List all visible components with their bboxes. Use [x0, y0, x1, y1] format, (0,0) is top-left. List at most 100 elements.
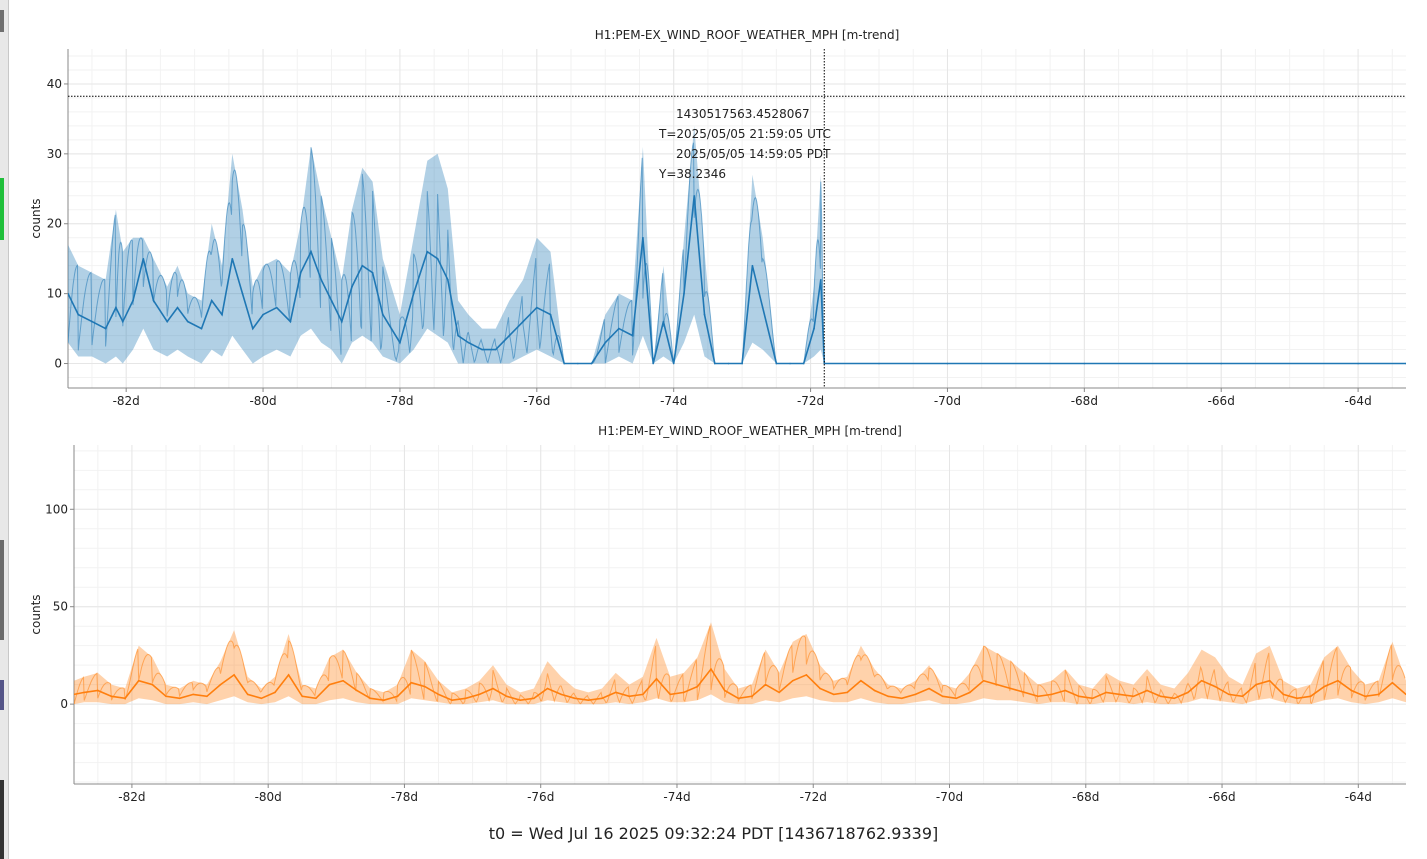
- data-point: [371, 271, 374, 274]
- data-point: [1357, 362, 1359, 365]
- x-tick-label: -80d: [255, 790, 282, 804]
- data-point: [494, 348, 497, 351]
- data-point: [887, 695, 889, 698]
- window-edge-segment: [0, 680, 4, 710]
- data-point: [289, 320, 292, 323]
- data-point: [192, 693, 195, 696]
- plot-area: [68, 49, 1406, 388]
- data-point: [789, 362, 791, 365]
- data-point: [115, 306, 117, 309]
- data-point: [1255, 683, 1257, 686]
- data-point: [775, 362, 778, 365]
- data-point: [1023, 691, 1026, 694]
- data-point: [655, 677, 658, 680]
- data-point: [481, 348, 483, 351]
- y-tick-label: 30: [47, 147, 62, 161]
- data-point: [533, 697, 535, 700]
- y-tick-label: 0: [60, 697, 68, 711]
- chart-title: H1:PEM-EX_WIND_ROOF_WEATHER_MPH [m-trend…: [595, 28, 900, 42]
- data-point: [1405, 693, 1406, 696]
- data-point: [1083, 362, 1086, 365]
- data-point: [124, 697, 126, 700]
- window-edge-segment: [0, 10, 4, 32]
- data-point: [166, 320, 169, 323]
- data-point: [77, 313, 80, 316]
- data-point: [219, 683, 222, 686]
- data-point: [436, 257, 439, 260]
- data-point: [1241, 695, 1244, 698]
- data-point: [723, 689, 726, 692]
- data-point: [251, 327, 254, 330]
- data-point: [1282, 693, 1285, 696]
- data-point: [176, 306, 179, 309]
- data-point: [210, 299, 213, 302]
- cursor-gps-time: 1430517563.4528067: [676, 107, 810, 121]
- data-point: [546, 687, 549, 690]
- x-tick-label: -72d: [797, 394, 824, 408]
- data-point: [301, 695, 304, 698]
- data-point: [186, 320, 189, 323]
- data-point: [74, 693, 75, 696]
- data-point: [737, 697, 740, 700]
- data-point: [299, 271, 302, 274]
- data-point: [1377, 693, 1380, 696]
- x-tick-label: -72d: [800, 790, 827, 804]
- data-point: [1228, 693, 1230, 696]
- x-tick-label: -78d: [386, 394, 413, 408]
- data-point: [1220, 362, 1223, 365]
- data-point: [275, 306, 278, 309]
- data-point: [1337, 679, 1339, 682]
- data-point: [778, 691, 780, 694]
- data-point: [315, 697, 317, 700]
- x-tick-label: -82d: [118, 790, 145, 804]
- t0-reference-label: t0 = Wed Jul 16 2025 09:32:24 PDT [14367…: [488, 824, 939, 843]
- data-point: [901, 697, 903, 700]
- data-point: [1064, 689, 1067, 692]
- data-point: [1132, 695, 1135, 698]
- chart-panel-top[interactable]: H1:PEM-EX_WIND_ROOF_WEATHER_MPH [m-trend…: [29, 28, 1407, 408]
- data-point: [1159, 695, 1162, 698]
- window-edge-segment: [0, 540, 4, 640]
- data-point: [819, 687, 821, 690]
- data-point: [1350, 689, 1353, 692]
- data-point: [412, 292, 415, 295]
- x-tick-label: -82d: [113, 394, 140, 408]
- x-tick-label: -66d: [1208, 790, 1235, 804]
- data-point: [703, 313, 706, 316]
- cursor-y-value: Y=38.2346: [658, 167, 726, 181]
- data-point: [426, 250, 429, 253]
- data-point: [151, 683, 154, 686]
- data-point: [1405, 362, 1406, 365]
- data-point: [287, 674, 290, 676]
- data-point: [1037, 695, 1039, 698]
- data-point: [761, 306, 764, 309]
- data-point: [696, 685, 699, 688]
- data-point: [727, 362, 730, 365]
- data-point: [457, 334, 459, 337]
- data-point: [573, 697, 576, 700]
- data-point: [399, 341, 401, 344]
- data-point: [941, 695, 944, 698]
- data-point: [792, 679, 794, 682]
- data-point: [1146, 689, 1148, 692]
- data-point: [614, 691, 617, 694]
- data-point: [587, 699, 590, 702]
- data-point: [200, 327, 203, 330]
- chart-panel-bottom[interactable]: H1:PEM-EY_WIND_ROOF_WEATHER_MPH [m-trend…: [29, 424, 1407, 804]
- data-point: [672, 362, 675, 365]
- data-point: [382, 313, 384, 316]
- data-point: [1091, 697, 1094, 700]
- data-point: [1105, 691, 1108, 694]
- data-point: [410, 681, 413, 684]
- data-point: [642, 693, 644, 696]
- window-edge-segment: [0, 178, 4, 240]
- y-tick-label: 100: [45, 502, 68, 516]
- data-point: [846, 691, 849, 694]
- data-point: [1200, 679, 1203, 682]
- data-point: [982, 679, 985, 682]
- data-point: [955, 697, 958, 700]
- data-point: [424, 685, 426, 688]
- data-point: [878, 362, 880, 365]
- data-point: [832, 693, 835, 696]
